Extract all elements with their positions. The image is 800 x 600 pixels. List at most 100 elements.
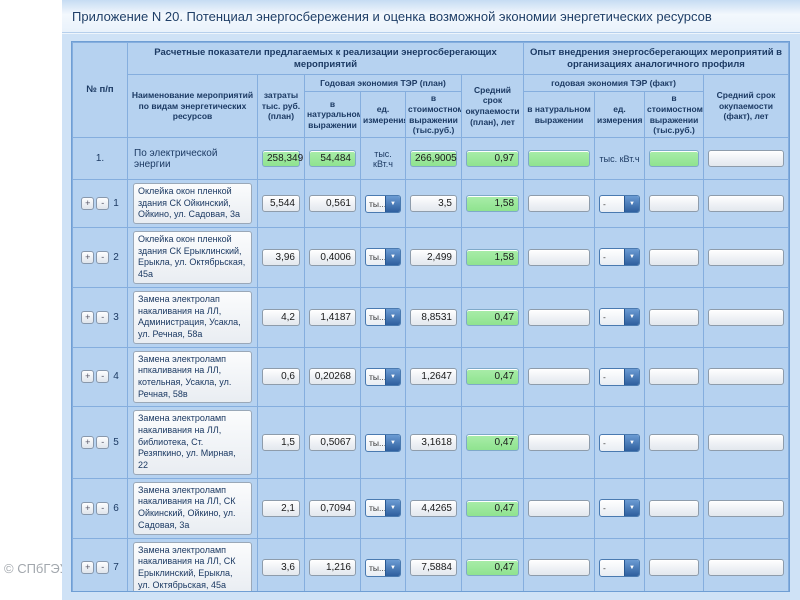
natural-plan-input[interactable]: 0,7094 <box>309 499 356 517</box>
add-row-button[interactable]: + <box>81 501 95 515</box>
chevron-down-icon[interactable]: ▼ <box>385 500 400 517</box>
payback-fact-input[interactable] <box>708 308 784 326</box>
payback-fact-input[interactable] <box>708 499 784 517</box>
payback-fact-input[interactable] <box>708 559 784 577</box>
payback-plan-input[interactable]: 0,47 <box>466 559 520 577</box>
value-fact-input[interactable] <box>649 559 700 577</box>
measure-name-box[interactable]: Оклейка окон пленкой здания СК Ойкинский… <box>133 183 252 225</box>
cost-plan-input[interactable]: 3,96 <box>262 248 300 266</box>
chevron-down-icon[interactable]: ▼ <box>385 249 400 266</box>
cost-plan-input[interactable]: 5,544 <box>262 195 300 213</box>
add-row-button[interactable]: + <box>81 250 95 264</box>
payback-plan-input[interactable]: 1,58 <box>466 195 520 213</box>
chevron-down-icon[interactable]: ▼ <box>385 195 400 212</box>
unit-fact-select[interactable]: - ▼ <box>599 433 641 452</box>
value-fact-input[interactable] <box>649 195 700 213</box>
unit-fact-select[interactable]: - ▼ <box>599 367 641 386</box>
natural-fact-input[interactable] <box>528 559 591 577</box>
natural-fact-input[interactable] <box>528 195 591 213</box>
add-row-button[interactable]: + <box>81 197 95 211</box>
value-plan-input[interactable]: 7,5884 <box>410 559 457 577</box>
unit-plan-select[interactable]: ты... ▼ <box>365 499 401 518</box>
unit-fact-select[interactable]: - ▼ <box>599 308 641 327</box>
measure-name-box[interactable]: Оклейка окон пленкой здания СК Ерыклинск… <box>133 231 252 284</box>
remove-row-button[interactable]: - <box>96 501 110 515</box>
remove-row-button[interactable]: - <box>96 436 110 450</box>
unit-plan-select[interactable]: ты... ▼ <box>365 558 401 577</box>
value-plan-input[interactable]: 3,5 <box>410 195 457 213</box>
natural-plan-input[interactable]: 0,20268 <box>309 368 356 386</box>
remove-row-button[interactable]: - <box>96 561 110 575</box>
remove-row-button[interactable]: - <box>96 370 110 384</box>
summary-natural-fact-input[interactable] <box>528 150 591 167</box>
summary-payback-plan-input[interactable]: 0,97 <box>466 150 520 167</box>
payback-plan-input[interactable]: 0,47 <box>466 308 520 326</box>
measure-name-box[interactable]: Замена электроламп накаливания на ЛЛ, СК… <box>133 481 252 535</box>
remove-row-button[interactable]: - <box>96 197 110 211</box>
chevron-down-icon[interactable]: ▼ <box>624 249 640 266</box>
summary-payback-fact-input[interactable] <box>708 150 784 167</box>
payback-fact-input[interactable] <box>708 248 784 266</box>
chevron-down-icon[interactable]: ▼ <box>624 195 640 212</box>
natural-fact-input[interactable] <box>528 308 591 326</box>
add-row-button[interactable]: + <box>81 561 95 575</box>
natural-plan-input[interactable]: 1,4187 <box>309 308 356 326</box>
natural-fact-input[interactable] <box>528 434 591 452</box>
chevron-down-icon[interactable]: ▼ <box>624 309 640 326</box>
natural-fact-input[interactable] <box>528 368 591 386</box>
remove-row-button[interactable]: - <box>96 310 110 324</box>
chevron-down-icon[interactable]: ▼ <box>624 434 640 451</box>
measure-name-box[interactable]: Замена электроламп накаливания на ЛЛ, СК… <box>133 541 252 591</box>
value-plan-input[interactable]: 3,1618 <box>410 434 457 452</box>
add-row-button[interactable]: + <box>81 310 95 324</box>
payback-plan-input[interactable]: 0,47 <box>466 499 520 517</box>
chevron-down-icon[interactable]: ▼ <box>385 309 400 326</box>
chevron-down-icon[interactable]: ▼ <box>385 368 400 385</box>
value-fact-input[interactable] <box>649 308 700 326</box>
unit-plan-select[interactable]: ты... ▼ <box>365 248 401 267</box>
value-plan-input[interactable]: 2,499 <box>410 248 457 266</box>
summary-natural-plan-input[interactable]: 54,484 <box>309 150 356 167</box>
cost-plan-input[interactable]: 3,6 <box>262 559 300 577</box>
payback-fact-input[interactable] <box>708 434 784 452</box>
unit-plan-select[interactable]: ты... ▼ <box>365 194 401 213</box>
summary-value-plan-input[interactable]: 266,9005 <box>410 150 457 167</box>
unit-plan-select[interactable]: ты... ▼ <box>365 433 401 452</box>
unit-fact-select[interactable]: - ▼ <box>599 558 641 577</box>
payback-plan-input[interactable]: 0,47 <box>466 368 520 386</box>
payback-fact-input[interactable] <box>708 368 784 386</box>
chevron-down-icon[interactable]: ▼ <box>624 500 640 517</box>
summary-cost-plan-input[interactable]: 258,349 <box>262 150 303 167</box>
value-fact-input[interactable] <box>649 368 700 386</box>
value-plan-input[interactable]: 4,4265 <box>410 499 457 517</box>
value-fact-input[interactable] <box>649 248 700 266</box>
chevron-down-icon[interactable]: ▼ <box>385 434 400 451</box>
chevron-down-icon[interactable]: ▼ <box>385 559 400 576</box>
natural-plan-input[interactable]: 0,4006 <box>309 248 356 266</box>
natural-plan-input[interactable]: 0,561 <box>309 195 356 213</box>
cost-plan-input[interactable]: 0,6 <box>262 368 300 386</box>
natural-plan-input[interactable]: 1,216 <box>309 559 356 577</box>
chevron-down-icon[interactable]: ▼ <box>624 559 640 576</box>
cost-plan-input[interactable]: 2,1 <box>262 499 300 517</box>
chevron-down-icon[interactable]: ▼ <box>624 368 640 385</box>
value-plan-input[interactable]: 1,2647 <box>410 368 457 386</box>
value-fact-input[interactable] <box>649 434 700 452</box>
natural-fact-input[interactable] <box>528 248 591 266</box>
summary-value-fact-input[interactable] <box>649 150 700 167</box>
remove-row-button[interactable]: - <box>96 250 110 264</box>
natural-fact-input[interactable] <box>528 499 591 517</box>
cost-plan-input[interactable]: 4,2 <box>262 308 300 326</box>
add-row-button[interactable]: + <box>81 436 95 450</box>
value-plan-input[interactable]: 8,8531 <box>410 308 457 326</box>
unit-plan-select[interactable]: ты... ▼ <box>365 367 401 386</box>
measure-name-box[interactable]: Замена электроламп нпкаливания на ЛЛ, ко… <box>133 350 252 404</box>
value-fact-input[interactable] <box>649 499 700 517</box>
measure-name-box[interactable]: Замена электролап накаливания на ЛЛ, Адм… <box>133 290 252 344</box>
unit-fact-select[interactable]: - ▼ <box>599 499 641 518</box>
add-row-button[interactable]: + <box>81 370 95 384</box>
unit-fact-select[interactable]: - ▼ <box>599 194 641 213</box>
unit-fact-select[interactable]: - ▼ <box>599 248 641 267</box>
measure-name-box[interactable]: Замена электроламп накаливания на ЛЛ, би… <box>133 410 252 475</box>
payback-plan-input[interactable]: 0,47 <box>466 434 520 452</box>
